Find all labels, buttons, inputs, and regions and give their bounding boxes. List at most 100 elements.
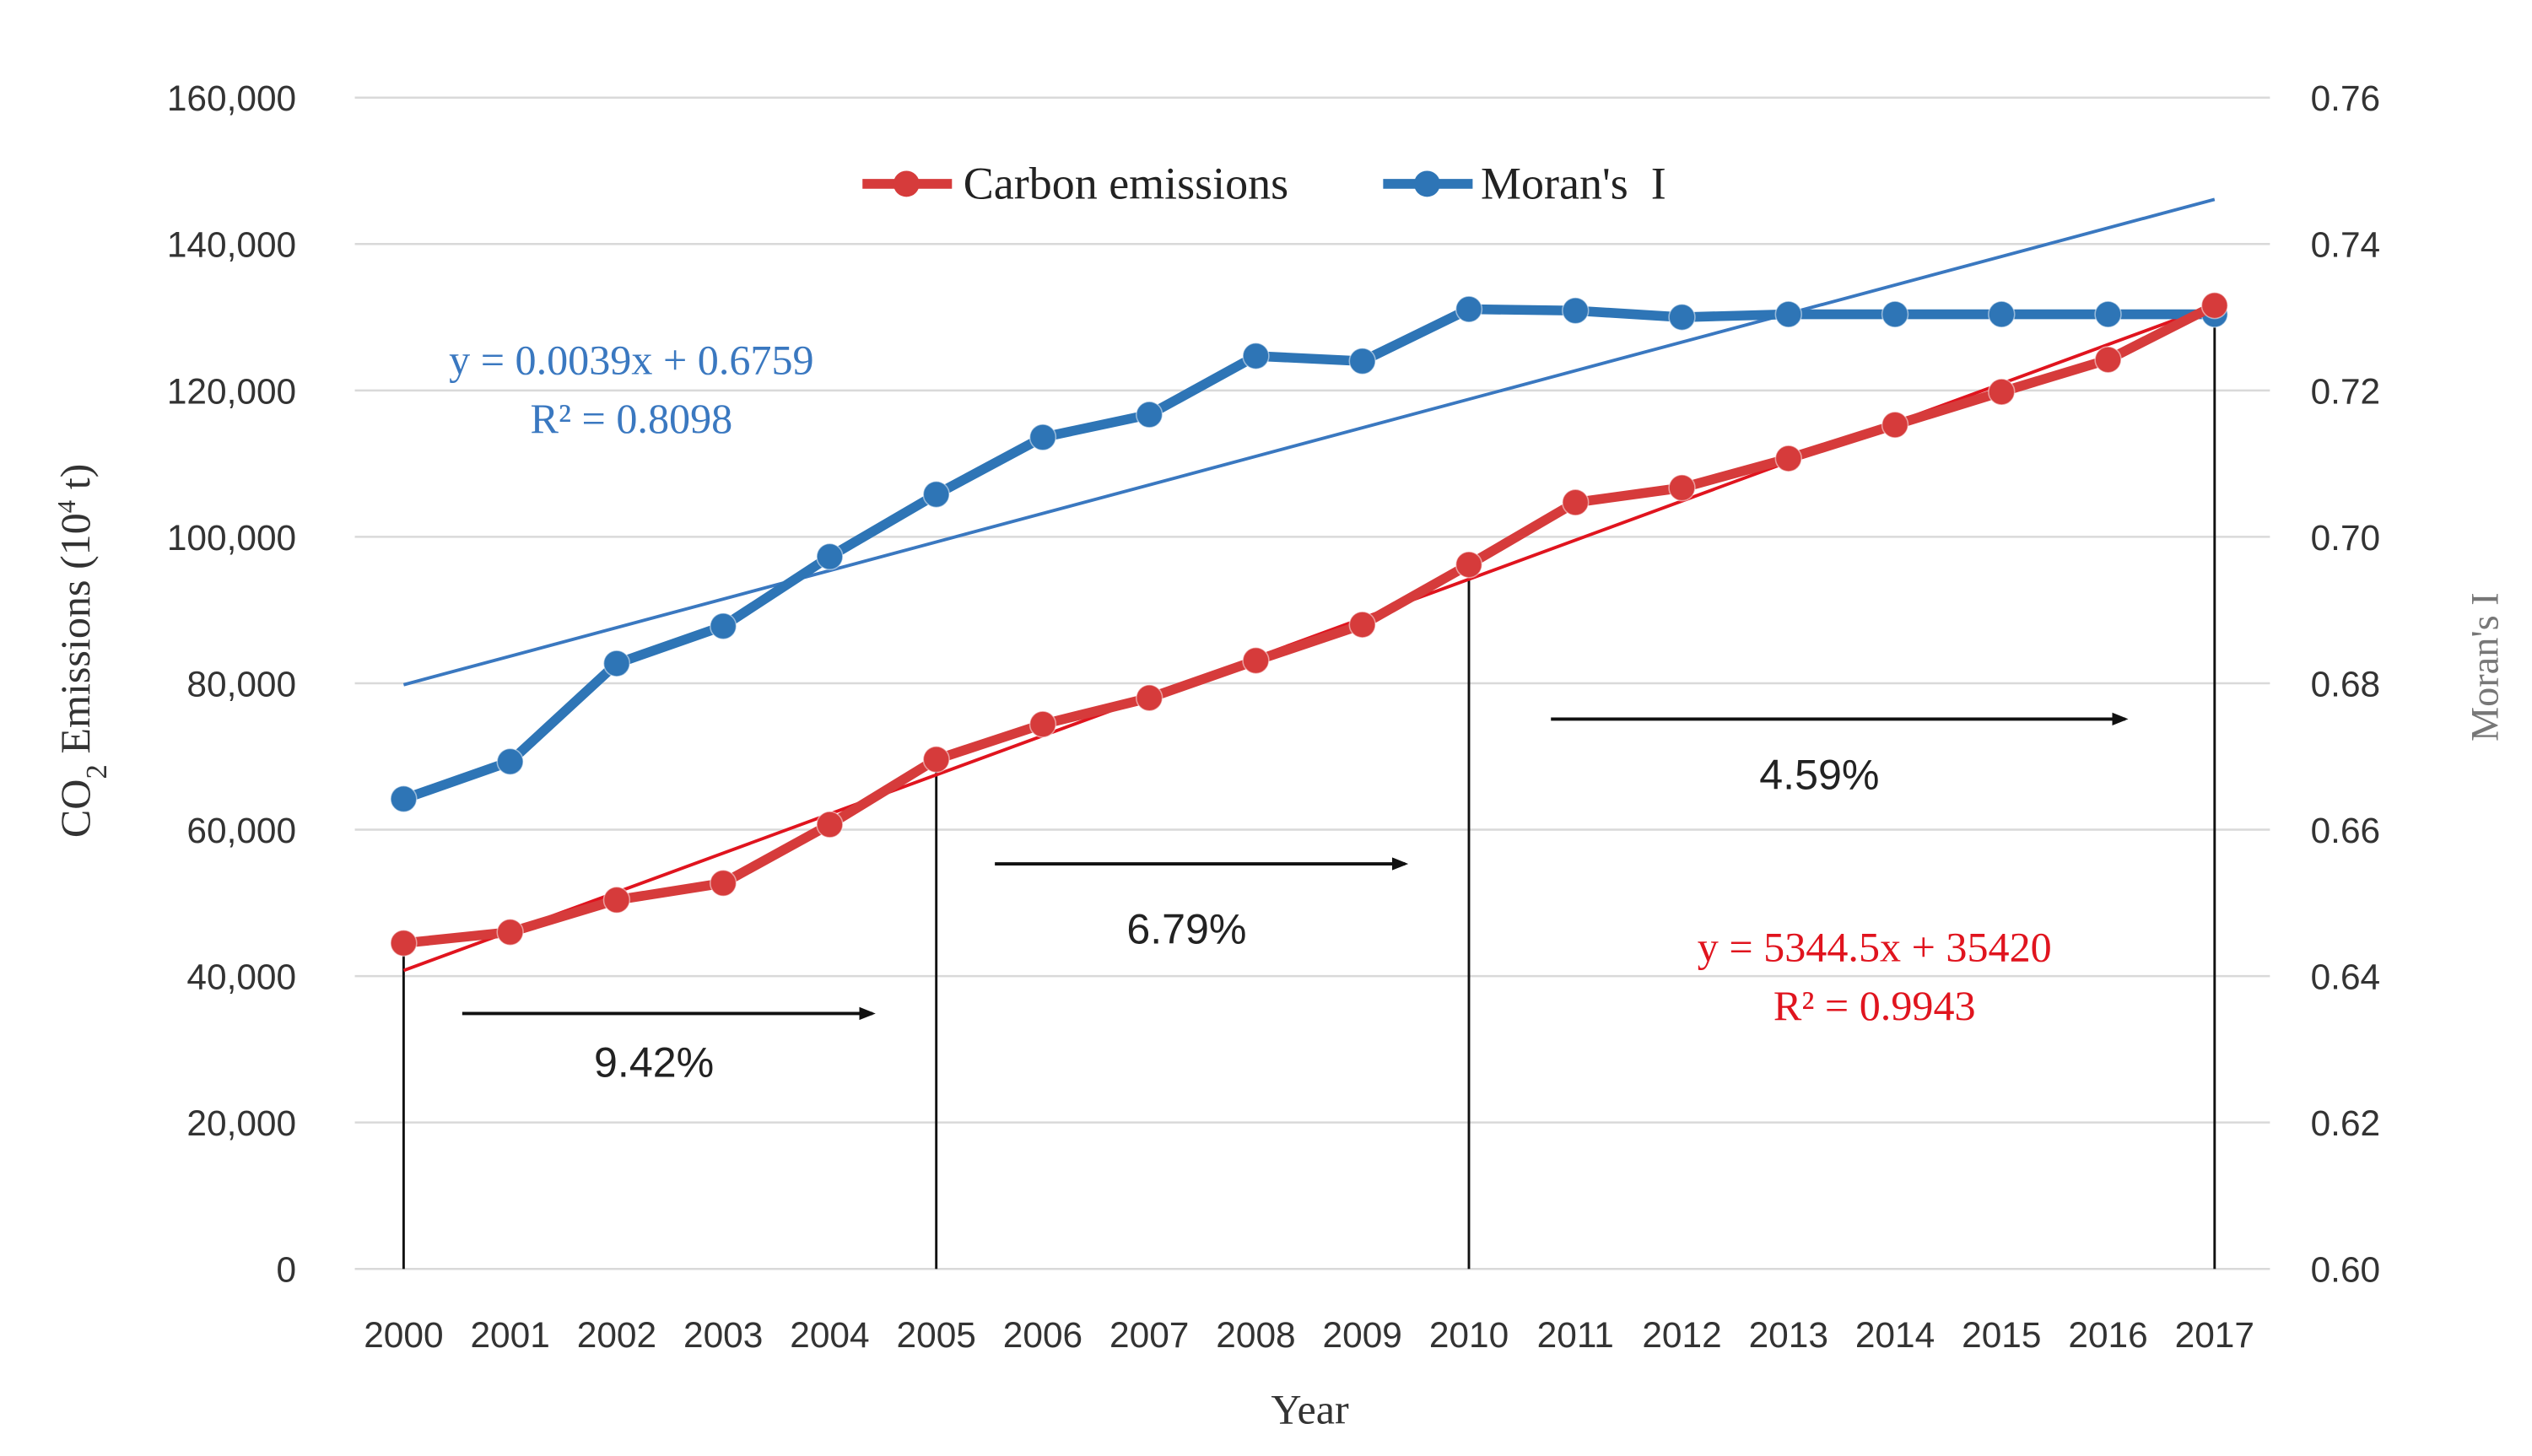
y-tick-label: 140,000	[167, 225, 296, 265]
y2-tick-label: 0.64	[2311, 957, 2381, 997]
data-point	[922, 480, 950, 509]
legend-marker	[893, 170, 920, 197]
y-tick-label: 80,000	[186, 664, 296, 704]
y2-tick-label: 0.70	[2311, 518, 2381, 558]
data-point	[816, 811, 844, 839]
y-axis-title-part: t)	[51, 464, 99, 500]
legend-label: Moran's I	[1481, 158, 1666, 208]
x-tick-label: 2017	[2175, 1315, 2254, 1355]
y2-tick-label: 0.68	[2311, 664, 2381, 704]
series-line	[402, 304, 2215, 804]
x-tick-label: 2016	[2068, 1315, 2147, 1355]
data-point	[2200, 291, 2229, 320]
data-point	[709, 869, 737, 898]
x-tick-label: 2011	[1537, 1315, 1614, 1355]
data-point	[1348, 611, 1376, 639]
gridlines	[354, 96, 2270, 1270]
x-tick-label: 2009	[1323, 1315, 1402, 1355]
y-axis-title-part: CO	[51, 779, 99, 839]
data-point	[1668, 474, 1696, 502]
data-point	[496, 747, 524, 776]
y-axis-title-part: 2	[80, 764, 113, 779]
data-point	[1774, 445, 1802, 472]
y2-axis-title: Moran's I	[2464, 592, 2507, 741]
y-tick-label: 0	[277, 1250, 297, 1290]
y-tick-label: 120,000	[167, 371, 296, 411]
trendlines: y = 5344.5x + 35420 R² = 0.9943 y = 0.0039…	[402, 197, 2216, 1029]
data-point	[1455, 551, 1483, 579]
x-tick-label: 2014	[1855, 1315, 1935, 1355]
data-point	[1988, 378, 2016, 406]
annotations: 9.42% 6.79% 4.59%	[402, 305, 2216, 1270]
y-tick-label: 60,000	[186, 811, 296, 850]
y-tick-label: 20,000	[186, 1103, 296, 1143]
y2-tick-label: 0.60	[2311, 1250, 2381, 1290]
legend-label: Carbon emissions	[964, 158, 1288, 208]
y-tick-label: 100,000	[167, 518, 296, 558]
data-point	[1668, 303, 1696, 332]
x-tick-label: 2000	[364, 1315, 443, 1355]
x-tick-label: 2005	[897, 1315, 976, 1355]
x-tick-label: 2012	[1642, 1315, 1721, 1355]
x-tick-label: 2006	[1003, 1315, 1082, 1355]
data-point	[922, 746, 950, 774]
y2-tick-label: 0.76	[2311, 78, 2381, 118]
data-point	[1242, 646, 1270, 675]
legend-marker	[1413, 170, 1440, 197]
data-point	[816, 542, 844, 571]
series-line	[402, 301, 2217, 948]
x-tick-label: 2008	[1216, 1315, 1295, 1355]
trendline-r-squared: R² = 0.8098	[531, 395, 733, 442]
y-axis-title-part: 4	[52, 500, 81, 513]
growth-rate-label: 6.79%	[1126, 906, 1246, 953]
data-point	[602, 650, 631, 677]
trendline-equation: y = 0.0039x + 0.6759	[449, 337, 813, 384]
data-point	[1136, 684, 1163, 712]
y2-tick-label: 0.72	[2311, 371, 2381, 411]
growth-rate-label: 4.59%	[1759, 751, 1879, 798]
x-tick-label: 2013	[1749, 1315, 1828, 1355]
y-tick-label: 160,000	[167, 78, 296, 118]
y-tick-label: 40,000	[186, 957, 296, 997]
y-axis-title-part: Emissions (10	[51, 513, 99, 764]
data-point	[602, 886, 631, 914]
x-axis-title: Year	[1271, 1385, 1349, 1432]
x-tick-label: 2007	[1109, 1315, 1189, 1355]
data-point	[496, 918, 524, 946]
data-point	[390, 785, 418, 813]
data-point	[2094, 346, 2122, 374]
y2-tick-label: 0.74	[2311, 225, 2381, 265]
data-point	[1774, 300, 1802, 328]
trendline	[402, 197, 2216, 687]
data-point	[1028, 423, 1057, 451]
data-point	[1136, 401, 1163, 429]
series	[390, 291, 2229, 957]
axes: 0 0.60 20,000 0.62 40,000 0.64 60,000 0.66 80,00…	[167, 78, 2380, 1355]
x-tick-label: 2015	[1962, 1315, 2041, 1355]
y2-tick-label: 0.62	[2311, 1103, 2381, 1143]
y2-tick-label: 0.66	[2311, 811, 2381, 850]
data-point	[1881, 411, 1909, 439]
x-tick-label: 2003	[683, 1315, 763, 1355]
data-point	[1988, 300, 2016, 328]
legend: Carbon emissions Moran's I	[862, 158, 1666, 208]
data-point	[1455, 295, 1483, 323]
x-tick-label: 2002	[577, 1315, 656, 1355]
data-point	[1348, 347, 1376, 375]
data-point	[1881, 300, 1909, 328]
data-point	[1562, 488, 1590, 516]
trendline-r-squared: R² = 0.9943	[1773, 982, 1976, 1029]
data-point	[1028, 710, 1057, 738]
data-point	[2094, 300, 2122, 328]
growth-rate-label: 9.42%	[594, 1039, 714, 1087]
x-tick-label: 2004	[790, 1315, 869, 1355]
data-point	[709, 612, 737, 640]
data-point	[390, 929, 418, 957]
data-point	[1242, 342, 1270, 370]
y-axis-title: CO2 Emissions (104 t)	[51, 464, 113, 839]
x-tick-label: 2001	[470, 1315, 549, 1355]
data-point	[1562, 297, 1590, 325]
x-tick-label: 2010	[1429, 1315, 1509, 1355]
trendline-equation: y = 5344.5x + 35420	[1698, 924, 2052, 971]
